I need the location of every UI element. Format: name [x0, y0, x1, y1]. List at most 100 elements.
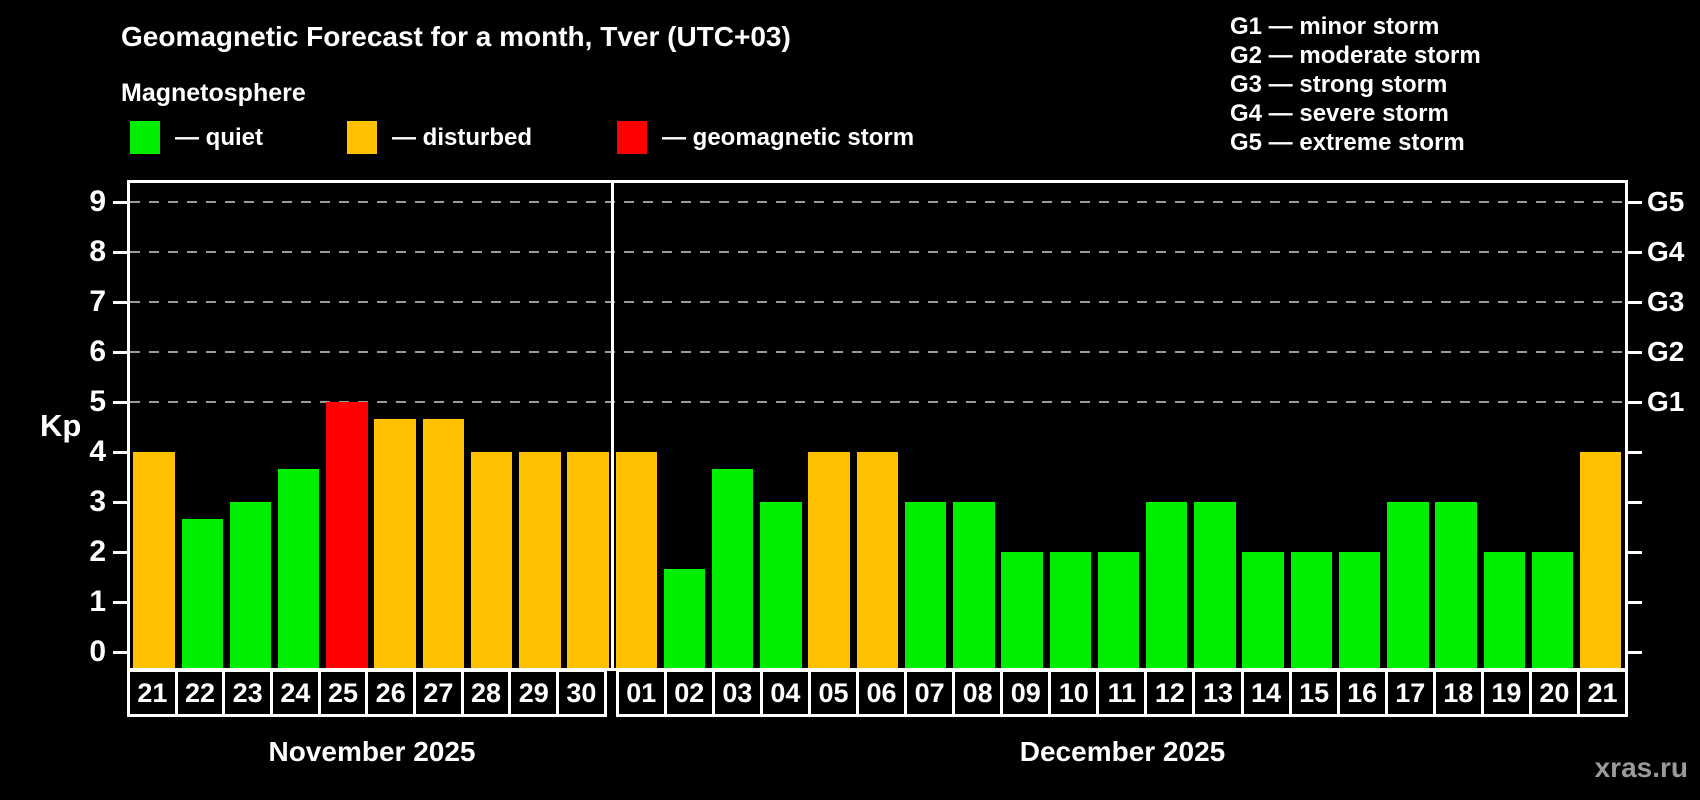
kp-bar-december-14	[1242, 552, 1284, 668]
day-cell: 08	[952, 669, 1004, 717]
plot-area: 0 1 2 3 4 5 6 7 8 9 G1 G2 G3 G4 G5	[89, 180, 1684, 671]
day-cell: 22	[174, 669, 226, 717]
y-tick-label-1: 1	[89, 585, 106, 618]
y-tick-right-8	[1628, 250, 1642, 254]
g-scale-line-4: G4 — severe storm	[1230, 100, 1449, 127]
bar-slot	[1046, 552, 1094, 668]
y-tick-right-4	[1628, 450, 1642, 454]
y-tick-label-6: 6	[89, 335, 106, 368]
kp-bar-december-20	[1531, 552, 1574, 668]
day-cell: 18	[1432, 669, 1484, 717]
month-label-december: December 2025	[1019, 736, 1226, 767]
day-cells-november: 21 22 23 24 25 26 27 28 29 30	[127, 669, 607, 717]
g-level-label-G4: G4	[1647, 236, 1685, 267]
day-cell: 26	[365, 669, 417, 717]
g-scale-line-3: G3 — strong storm	[1230, 71, 1448, 98]
legend-label-quiet: — quiet	[175, 123, 263, 151]
g-level-label-G3: G3	[1647, 286, 1685, 317]
y-tick-label-5: 5	[89, 385, 106, 418]
day-cell: 02	[663, 669, 715, 717]
day-cell: 12	[1144, 669, 1196, 717]
kp-bar-november-28	[470, 452, 513, 668]
kp-bar-december-01	[615, 452, 658, 668]
day-cell: 30	[556, 669, 607, 717]
day-cell: 16	[1336, 669, 1388, 717]
day-cell: 04	[759, 669, 811, 717]
bar-slot	[660, 568, 708, 668]
legend-swatch-disturbed	[347, 121, 377, 154]
bar-slot	[1191, 502, 1239, 668]
day-cell: 23	[222, 669, 274, 717]
y-tick-left-3	[113, 500, 127, 504]
month-label-november: November 2025	[268, 736, 476, 767]
day-cell: 27	[413, 669, 464, 717]
y-tick-label-3: 3	[89, 485, 106, 518]
chart-title: Geomagnetic Forecast for a month, Tver (…	[121, 21, 791, 52]
gridline-kp7	[130, 301, 1625, 303]
bar-slot	[1577, 452, 1625, 668]
day-cell: 11	[1096, 669, 1148, 717]
gridline-kp9	[130, 201, 1625, 203]
bar-slot	[371, 418, 419, 668]
day-cell: 25	[317, 669, 369, 717]
day-cell: 19	[1480, 669, 1532, 717]
y-tick-left-2	[113, 550, 127, 554]
y-tick-label-0: 0	[89, 635, 106, 668]
day-cell: 14	[1240, 669, 1292, 717]
y-tick-right-7	[1628, 300, 1642, 304]
kp-bar-november-24	[278, 468, 320, 668]
bar-slot	[226, 502, 274, 668]
bar-slot	[419, 418, 467, 668]
y-tick-right-6	[1628, 350, 1642, 354]
y-tick-left-8	[113, 250, 127, 254]
legend-item-storm: — geomagnetic storm	[617, 121, 914, 154]
day-cell: 09	[1000, 669, 1052, 717]
day-cell: 24	[270, 669, 321, 717]
kp-bar-december-03	[712, 468, 754, 668]
day-cell: 21	[127, 669, 178, 717]
bar-slot	[275, 468, 323, 668]
day-axis-strip: 21 22 23 24 25 26 27 28 29 30 01 02 03 04 05 06 07 08 09 10…	[127, 669, 1628, 717]
kp-bar-december-02	[663, 568, 706, 668]
bar-slot	[1480, 552, 1528, 668]
gridline-kp8	[130, 251, 1625, 253]
y-tick-right-9	[1628, 200, 1642, 204]
bar-slot	[516, 452, 564, 668]
kp-bar-november-26	[374, 418, 416, 668]
kp-bar-december-19	[1483, 552, 1525, 668]
kp-bar-december-21	[1579, 452, 1622, 668]
legend-item-disturbed: — disturbed	[347, 121, 532, 154]
y-tick-label-8: 8	[89, 235, 106, 268]
bar-slot	[853, 452, 901, 668]
bar-slot	[1384, 502, 1432, 668]
y-tick-label-4: 4	[89, 435, 106, 468]
bar-slot	[950, 502, 998, 668]
bars-row	[130, 183, 1625, 668]
y-tick-left-6	[113, 350, 127, 354]
kp-bar-december-08	[953, 502, 995, 668]
bar-slot	[468, 452, 516, 668]
bar-slot	[564, 452, 612, 668]
y-tick-left-7	[113, 300, 127, 304]
kp-bar-december-11	[1097, 552, 1140, 668]
bar-slot	[902, 502, 950, 668]
day-cell: 29	[508, 669, 560, 717]
legend-item-quiet: — quiet	[130, 121, 263, 154]
kp-bar-november-23	[229, 502, 272, 668]
month-separator	[610, 183, 614, 668]
y-tick-left-0	[113, 650, 127, 654]
y-tick-right-5	[1628, 400, 1642, 404]
bar-slot	[1143, 502, 1191, 668]
kp-bar-december-16	[1338, 552, 1381, 668]
y-tick-right-0	[1628, 650, 1642, 654]
kp-bar-december-13	[1194, 502, 1236, 668]
kp-bar-december-05	[808, 452, 850, 668]
legend-label-disturbed: — disturbed	[392, 123, 533, 151]
day-cells-december: 01 02 03 04 05 06 07 08 09 10 11 12 13 14 15 16 17 18 19 20…	[615, 669, 1628, 717]
day-cell: 21	[1576, 669, 1628, 717]
y-tick-left-5	[113, 400, 127, 404]
kp-bar-december-06	[856, 452, 899, 668]
legend-swatch-storm	[617, 121, 647, 154]
g-scale-line-2: G2 — moderate storm	[1230, 42, 1481, 69]
